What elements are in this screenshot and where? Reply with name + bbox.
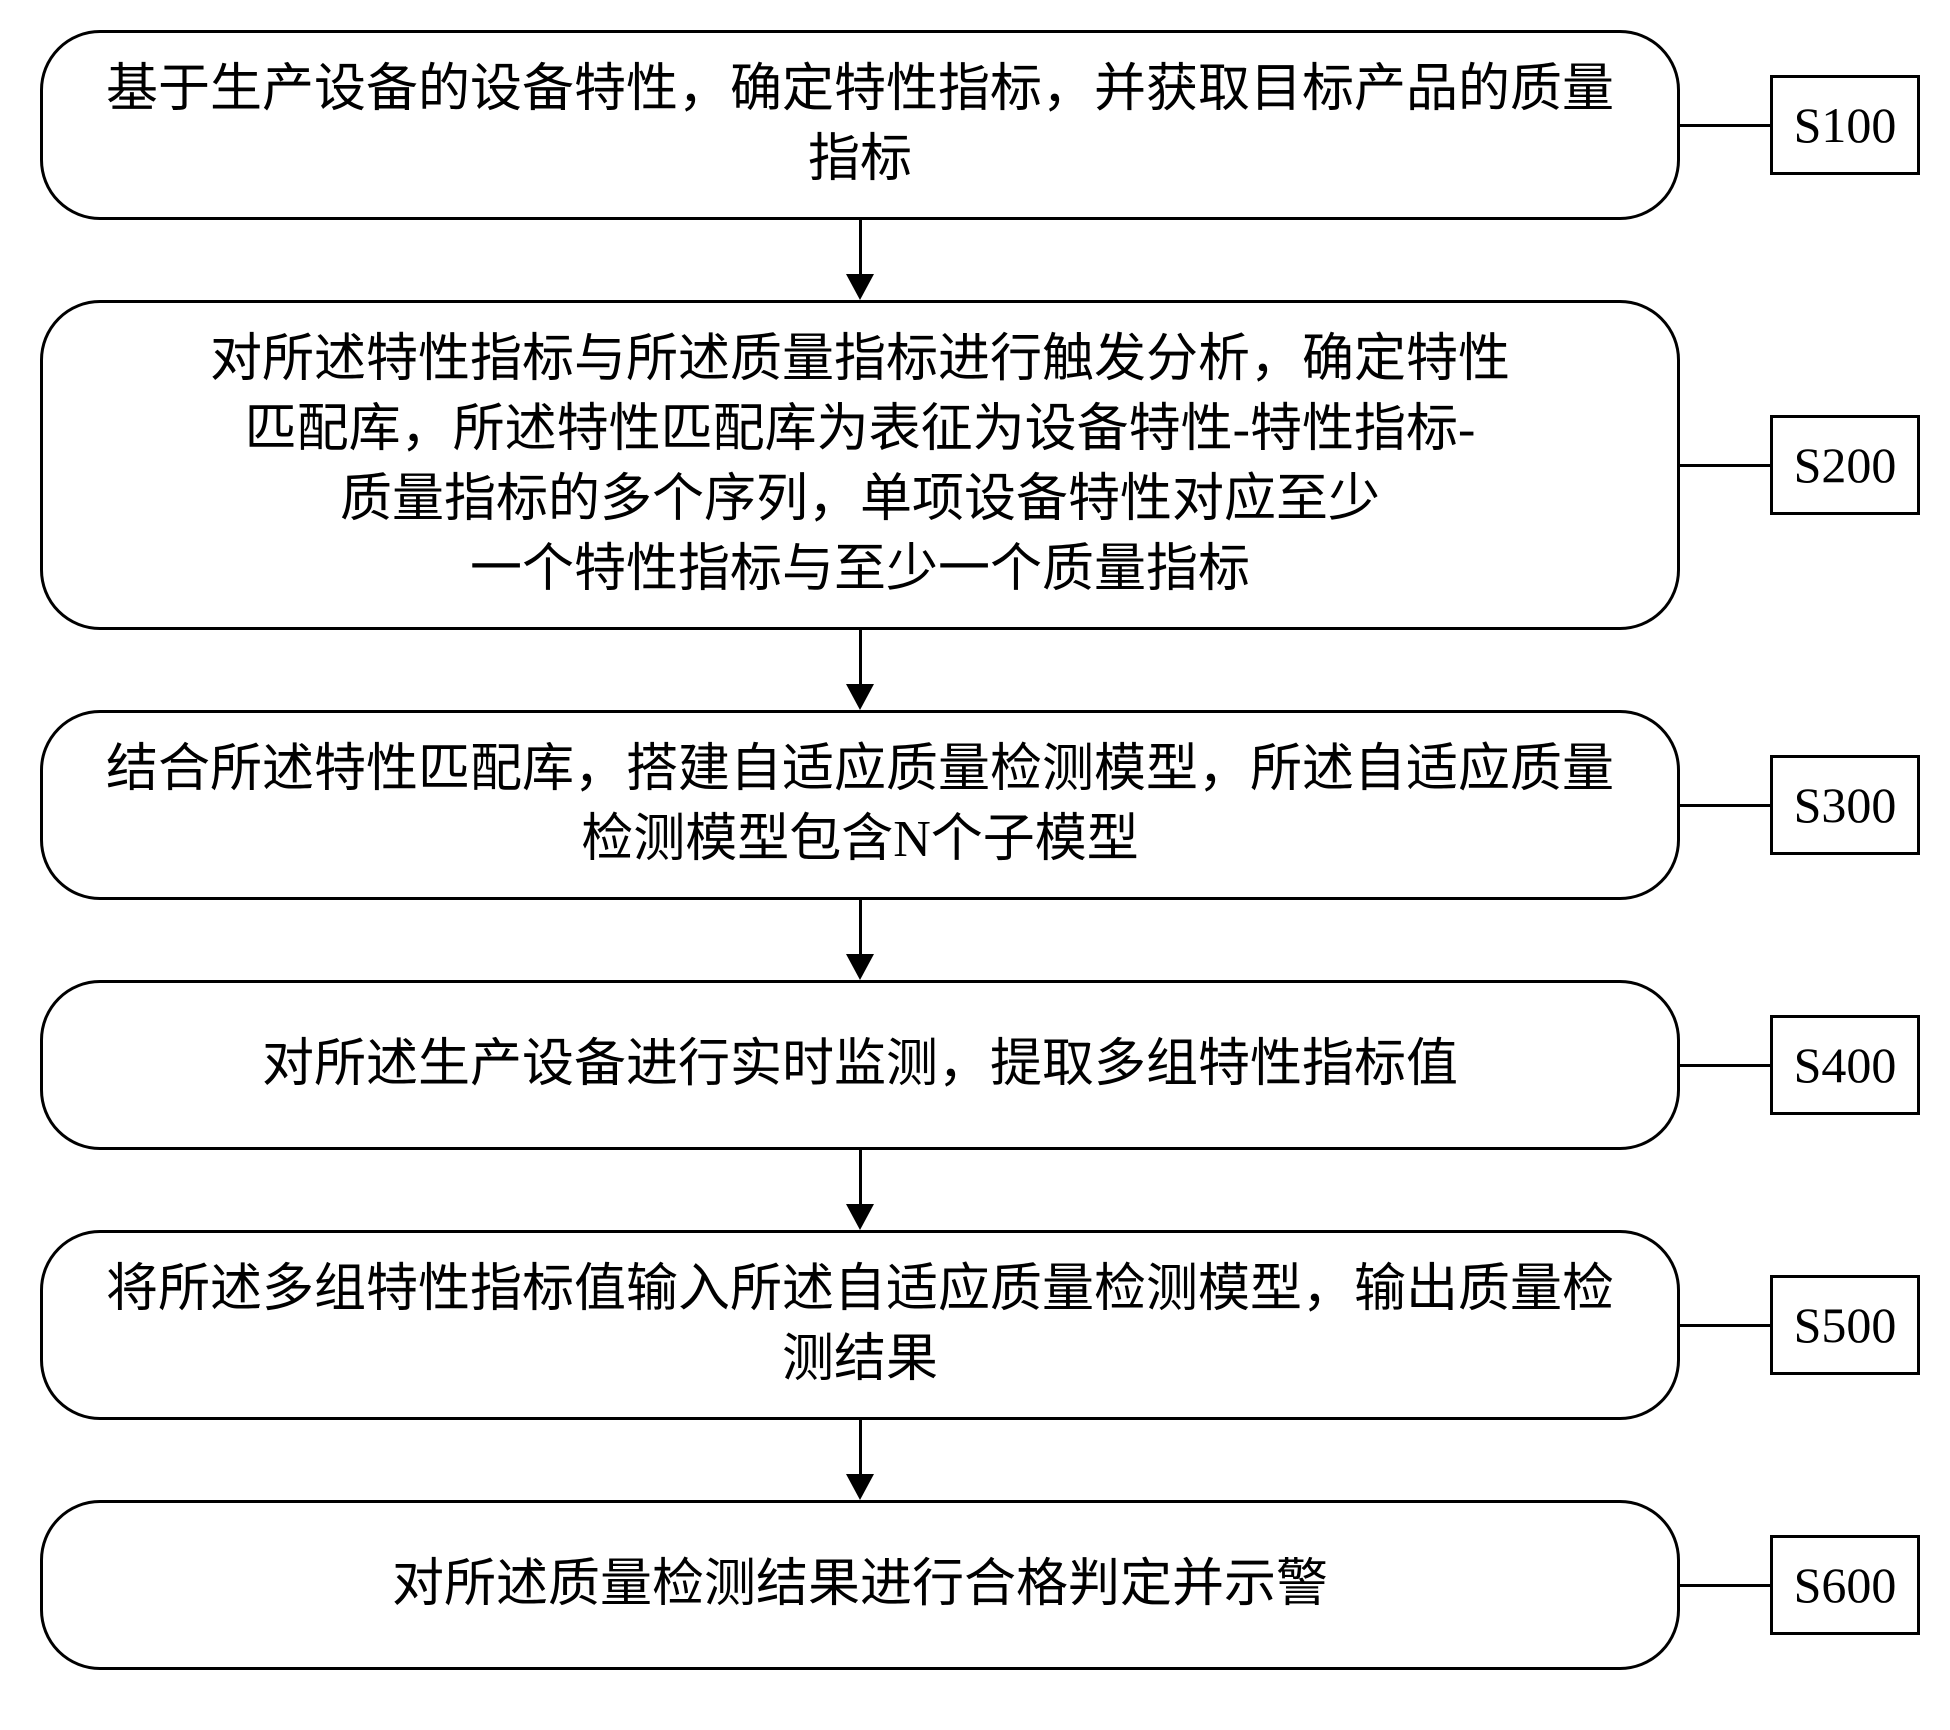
connector-vline [859,220,862,274]
flow-step-s200: 对所述特性指标与所述质量指标进行触发分析，确定特性 匹配库，所述特性匹配库为表征… [40,300,1680,630]
connector-hline [1680,804,1770,807]
flow-step-text: 对所述生产设备进行实时监测，提取多组特性指标值 [262,1030,1458,1100]
flow-step-label-s500: S500 [1770,1275,1920,1375]
arrow-down-icon [846,274,874,300]
connector-hline [1680,464,1770,467]
flow-step-label-s400: S400 [1770,1015,1920,1115]
connector-hline [1680,1584,1770,1587]
flow-step-label-s100: S100 [1770,75,1920,175]
flow-step-s400: 对所述生产设备进行实时监测，提取多组特性指标值 [40,980,1680,1150]
connector-hline [1680,1064,1770,1067]
connector-hline [1680,1324,1770,1327]
arrow-down-icon [846,954,874,980]
flow-step-s600: 对所述质量检测结果进行合格判定并示警 [40,1500,1680,1670]
flow-step-label-text: S200 [1794,436,1897,494]
connector-vline [859,630,862,684]
connector-vline [859,900,862,954]
flow-step-s500: 将所述多组特性指标值输入所述自适应质量检测模型，输出质量检 测结果 [40,1230,1680,1420]
flow-step-text: 基于生产设备的设备特性，确定特性指标，并获取目标产品的质量 指标 [106,55,1614,195]
flow-step-text: 对所述质量检测结果进行合格判定并示警 [392,1550,1328,1620]
flow-step-label-s200: S200 [1770,415,1920,515]
flow-step-label-s300: S300 [1770,755,1920,855]
flow-step-s300: 结合所述特性匹配库，搭建自适应质量检测模型，所述自适应质量 检测模型包含N个子模… [40,710,1680,900]
arrow-down-icon [846,1474,874,1500]
flow-step-label-text: S100 [1794,96,1897,154]
flow-step-text: 对所述特性指标与所述质量指标进行触发分析，确定特性 匹配库，所述特性匹配库为表征… [210,325,1510,606]
arrow-down-icon [846,1204,874,1230]
flow-step-label-text: S600 [1794,1556,1897,1614]
flow-step-text: 结合所述特性匹配库，搭建自适应质量检测模型，所述自适应质量 检测模型包含N个子模… [106,735,1614,875]
connector-vline [859,1150,862,1204]
arrow-down-icon [846,684,874,710]
flow-step-label-text: S500 [1794,1296,1897,1354]
flow-step-s100: 基于生产设备的设备特性，确定特性指标，并获取目标产品的质量 指标 [40,30,1680,220]
flow-step-label-s600: S600 [1770,1535,1920,1635]
connector-hline [1680,124,1770,127]
flow-step-label-text: S400 [1794,1036,1897,1094]
flow-step-text: 将所述多组特性指标值输入所述自适应质量检测模型，输出质量检 测结果 [106,1255,1614,1395]
connector-vline [859,1420,862,1474]
flow-step-label-text: S300 [1794,776,1897,834]
flowchart-canvas: 基于生产设备的设备特性，确定特性指标，并获取目标产品的质量 指标 S100 对所述特… [0,0,1950,1730]
